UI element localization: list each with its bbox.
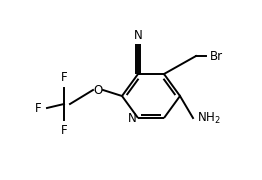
- Text: O: O: [93, 84, 103, 96]
- Text: F: F: [61, 124, 67, 137]
- Text: N: N: [128, 112, 137, 125]
- Text: F: F: [35, 102, 42, 114]
- Text: F: F: [61, 71, 67, 84]
- Text: Br: Br: [210, 50, 223, 62]
- Text: NH$_2$: NH$_2$: [197, 111, 221, 126]
- Text: N: N: [134, 29, 142, 42]
